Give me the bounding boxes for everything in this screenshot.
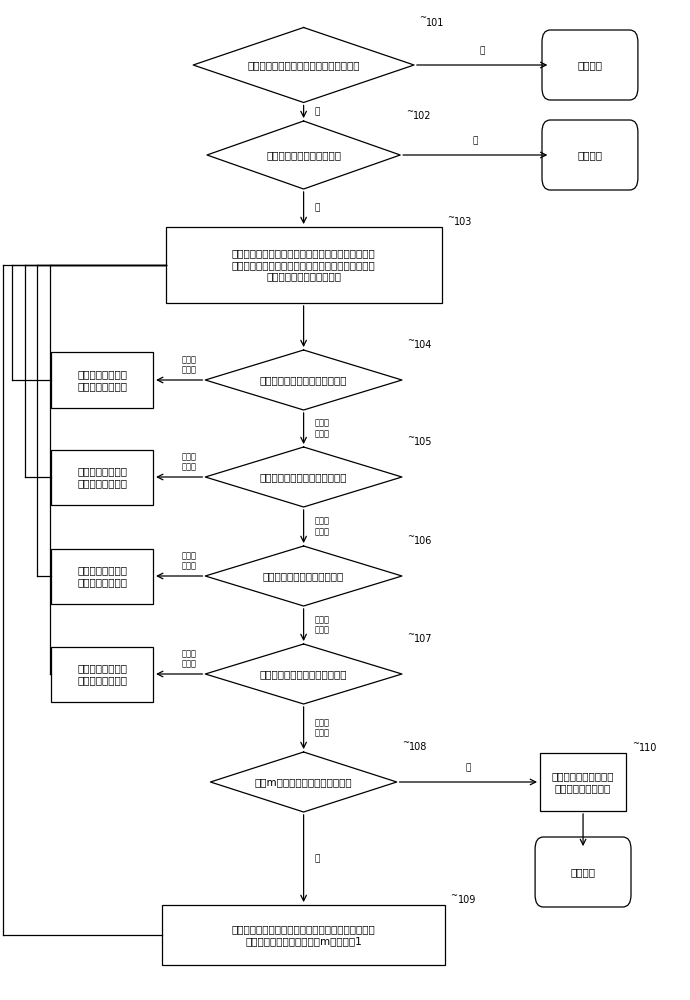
Text: 109: 109 [457, 895, 476, 905]
FancyBboxPatch shape [166, 227, 442, 303]
Text: ~: ~ [447, 213, 454, 222]
Text: 否: 否 [315, 854, 320, 863]
Text: 是: 是 [466, 763, 471, 772]
Text: 是: 是 [315, 204, 320, 213]
FancyBboxPatch shape [542, 120, 638, 190]
FancyBboxPatch shape [51, 352, 153, 408]
Polygon shape [210, 752, 397, 812]
Text: 总集合中的用户端设备
为异常的用户端设备: 总集合中的用户端设备 为异常的用户端设备 [552, 771, 614, 793]
FancyBboxPatch shape [51, 450, 153, 504]
Text: 正确测
试结果: 正确测 试结果 [182, 355, 197, 375]
Text: 采用二分查找法将总集合分为第一集合和第二集合，
将第一集合分为第一子集和第二子集，以及将第二集
合分为第三子集和第四子集: 采用二分查找法将总集合分为第一集合和第二集合， 将第一集合分为第一子集和第二子集… [232, 248, 375, 282]
FancyBboxPatch shape [535, 837, 631, 907]
Text: 106: 106 [414, 536, 433, 546]
Text: 错误测
试结果: 错误测 试结果 [315, 419, 330, 438]
Text: 对第一集合和第四子集进行测试: 对第一集合和第四子集进行测试 [260, 669, 347, 679]
Text: 对第一集合和第三集进行测试: 对第一集合和第三集进行测试 [263, 571, 344, 581]
Text: 102: 102 [413, 111, 431, 121]
Text: 结束流程: 结束流程 [578, 150, 602, 160]
Text: 对第一子集和第二集合进行测试: 对第一子集和第二集合进行测试 [260, 375, 347, 385]
Text: 采用等概率随机排序算法对总集合中的所有用户端设
备进行一次随机排序，且将m的数值加1: 采用等概率随机排序算法对总集合中的所有用户端设 备进行一次随机排序，且将m的数值… [232, 924, 375, 946]
Text: ~: ~ [407, 433, 415, 442]
Polygon shape [206, 447, 402, 507]
FancyBboxPatch shape [540, 753, 627, 811]
Text: 第一集合和第四子
集整合构成总集合: 第一集合和第四子 集整合构成总集合 [77, 565, 127, 587]
Polygon shape [206, 350, 402, 410]
Text: 第一集合和第三子
集整合构成总集合: 第一集合和第三子 集整合构成总集合 [77, 663, 127, 685]
FancyBboxPatch shape [51, 647, 153, 702]
Text: 正确测
试结果: 正确测 试结果 [182, 551, 197, 571]
Text: 是: 是 [315, 107, 320, 116]
Text: 错误测
试结果: 错误测 试结果 [315, 517, 330, 536]
Text: 第一子集和第二集
合整合构成总集合: 第一子集和第二集 合整合构成总集合 [77, 466, 127, 488]
FancyBboxPatch shape [51, 548, 153, 604]
Text: ~: ~ [451, 891, 457, 900]
Text: 107: 107 [414, 634, 433, 644]
Text: ~: ~ [407, 630, 415, 639]
Text: 正确测
试结果: 正确测 试结果 [182, 452, 197, 472]
Polygon shape [193, 27, 414, 102]
Text: 105: 105 [414, 437, 433, 447]
Text: ~: ~ [407, 532, 415, 541]
FancyBboxPatch shape [162, 905, 445, 965]
Text: 对第二子集和第二集合进行测试: 对第二子集和第二集合进行测试 [260, 472, 347, 482]
Text: ~: ~ [406, 107, 413, 116]
Text: ~: ~ [402, 738, 409, 747]
Text: 101: 101 [426, 17, 445, 27]
Text: 110: 110 [639, 743, 657, 753]
Text: ~: ~ [420, 13, 426, 22]
Text: 正确测
试结果: 正确测 试结果 [182, 649, 197, 669]
Text: 否: 否 [480, 46, 485, 55]
Polygon shape [206, 546, 402, 606]
Polygon shape [206, 644, 402, 704]
Text: 检测接收信号强度是否为零: 检测接收信号强度是否为零 [266, 150, 341, 160]
Text: 否: 否 [473, 136, 478, 145]
Text: ~: ~ [631, 739, 639, 748]
Text: 结束流程: 结束流程 [578, 60, 602, 70]
Polygon shape [207, 121, 400, 189]
Text: 103: 103 [454, 217, 473, 227]
Text: 错误测
试结果: 错误测 试结果 [315, 615, 330, 635]
Text: ~: ~ [407, 336, 415, 345]
Text: 判断m的数值是否达到一设定数值: 判断m的数值是否达到一设定数值 [255, 777, 353, 787]
Text: 判断特征与特征库中的设定特征是否匹配: 判断特征与特征库中的设定特征是否匹配 [247, 60, 360, 70]
FancyBboxPatch shape [542, 30, 638, 100]
Text: 错误测
试结果: 错误测 试结果 [315, 718, 330, 738]
Text: 第二子集和第二集
合整合构成总集合: 第二子集和第二集 合整合构成总集合 [77, 369, 127, 391]
Text: 结束流程: 结束流程 [571, 867, 595, 877]
Text: 108: 108 [409, 742, 428, 752]
Text: 104: 104 [414, 340, 433, 350]
